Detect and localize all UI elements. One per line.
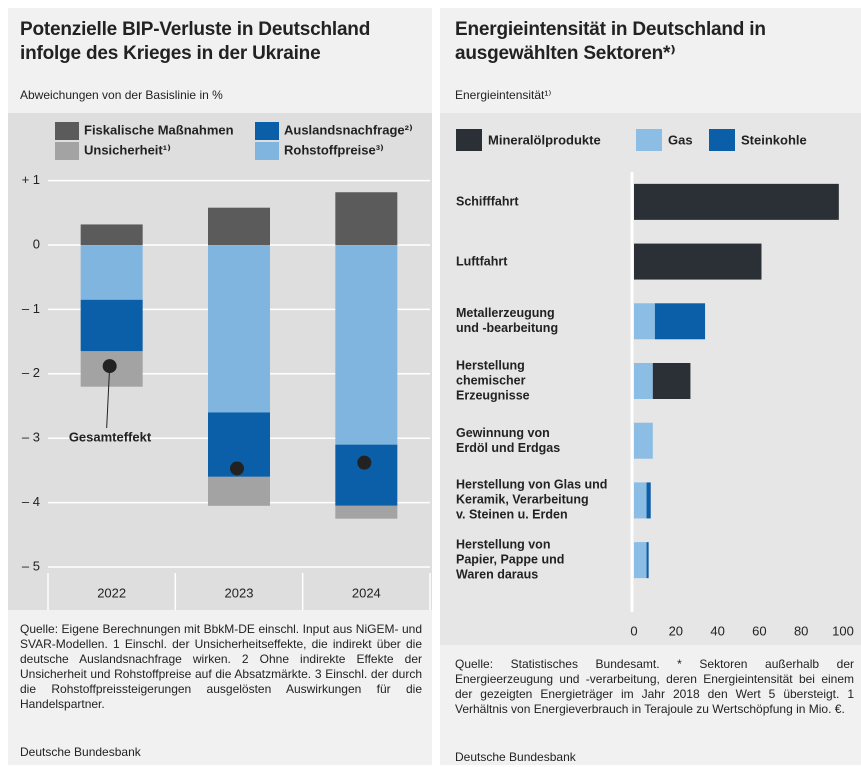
bar-segment <box>654 303 706 340</box>
annotation: Gesamteffekt <box>69 429 152 444</box>
x-tick-label: 100 <box>832 623 854 638</box>
y-tick-label: – 2 <box>22 365 40 380</box>
chart-title: Energieintensität in Deutschland in ausg… <box>455 19 766 64</box>
bar-segment <box>634 363 653 399</box>
bar-segment <box>646 542 649 579</box>
legend-label: Unsicherheit¹⁾ <box>84 142 171 157</box>
legend-label: Mineralölprodukte <box>488 132 601 147</box>
legend-swatch <box>55 142 79 160</box>
bar-segment <box>335 245 398 445</box>
category-label: Gewinnung von Erdöl und Erdgas <box>456 425 561 455</box>
x-tick-label: 60 <box>752 623 766 638</box>
legend-label: Steinkohle <box>741 132 807 147</box>
source: Deutsche Bundesbank <box>455 750 576 764</box>
bar-segment <box>634 482 647 519</box>
total-marker <box>102 359 117 374</box>
legend-swatch <box>636 129 662 151</box>
total-marker <box>357 455 372 470</box>
bar-segment <box>634 183 839 220</box>
annotation-line <box>106 366 111 429</box>
y-tick-label: + 1 <box>22 172 40 187</box>
bar-segment <box>634 243 762 280</box>
chart-title: Potenzielle BIP-Verluste in Deutschland … <box>20 19 371 64</box>
bar-segment <box>80 299 143 352</box>
bar-segment <box>646 482 651 519</box>
total-marker <box>230 461 244 476</box>
category-label: Luftfahrt <box>456 254 508 269</box>
footnote: Quelle: Statistisches Bundesamt. * Sekto… <box>455 657 854 716</box>
bar-segment <box>335 444 398 506</box>
category-label: Herstellung chemischer Erzeugnisse <box>456 358 530 403</box>
bar-segment <box>335 192 398 246</box>
bar-segment <box>80 245 143 300</box>
x-tick-label: 2022 <box>97 585 126 600</box>
legend-swatch <box>255 122 279 140</box>
legend-swatch <box>55 122 79 140</box>
legend-swatch <box>456 129 482 151</box>
bar-segment <box>335 505 398 519</box>
x-tick-label: 2023 <box>225 585 254 600</box>
legend-label: Auslandsnachfrage²⁾ <box>284 122 413 137</box>
bar-segment <box>208 245 270 413</box>
bar-segment <box>634 422 653 459</box>
x-tick-label: 0 <box>630 623 637 638</box>
bar-segment <box>208 207 270 246</box>
x-tick-label: 40 <box>710 623 724 638</box>
x-tick-label: 2024 <box>352 585 381 600</box>
legend-label: Gas <box>668 132 693 147</box>
category-label: Metallerzeugung und -bearbeitung <box>456 306 559 336</box>
chart-subtitle: Abweichungen von der Basislinie in % <box>20 88 223 102</box>
x-tick-label: 20 <box>669 623 683 638</box>
legend-label: Fiskalische Maßnahmen <box>84 122 234 137</box>
category-label: Herstellung von Glas und Keramik, Verarb… <box>456 477 608 522</box>
y-tick-label: – 5 <box>22 558 40 573</box>
source: Deutsche Bundesbank <box>20 745 141 759</box>
x-tick-label: 80 <box>794 623 808 638</box>
category-label: Herstellung von Papier, Pappe und Waren … <box>456 537 565 582</box>
chart-subtitle: Energieintensität¹⁾ <box>455 88 552 102</box>
bar-segment <box>208 476 270 506</box>
y-tick-label: 0 <box>33 236 40 251</box>
y-tick-label: – 3 <box>22 430 40 445</box>
legend-swatch <box>255 142 279 160</box>
category-label: Schifffahrt <box>456 194 519 209</box>
bar-segment <box>652 363 691 399</box>
bar-segment <box>634 303 655 340</box>
legend-swatch <box>709 129 735 151</box>
bar-segment <box>634 542 647 579</box>
y-tick-label: – 4 <box>22 494 40 509</box>
bar-segment <box>80 224 143 246</box>
legend-label: Rohstoffpreise³⁾ <box>284 142 384 157</box>
footnote: Quelle: Eigene Berechnungen mit BbkM-DE … <box>20 622 422 711</box>
y-tick-label: – 1 <box>22 301 40 316</box>
